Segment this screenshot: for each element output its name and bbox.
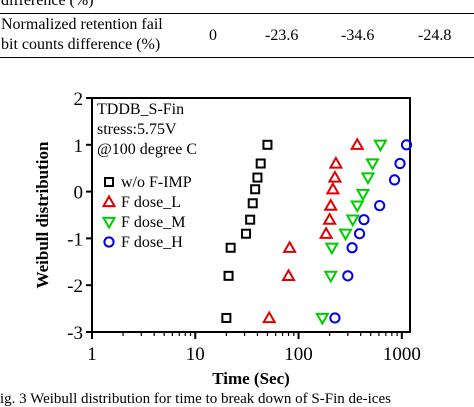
chart-annotation: stress:5.75V [97,121,177,138]
data-point [262,139,273,150]
data-point [323,198,338,211]
data-point [373,139,388,153]
row2-label-line2: bit counts difference (%) [1,36,161,53]
data-point [353,228,366,240]
data-point [374,200,386,212]
data-point [281,268,296,281]
data-point [245,214,256,225]
x-tick-label: 1 [87,344,97,365]
legend-marker [104,177,114,187]
y-tick-label: -2 [67,276,83,297]
legend-label: w/o F-IMP [121,174,192,191]
x-tick-label: 1000 [383,344,421,365]
data-point [350,137,365,150]
legend-label: F dose_L [121,194,181,211]
y-tick-label: 2 [74,89,84,110]
data-point [261,310,277,324]
data-point [394,157,406,170]
data-point [223,270,234,281]
data-point [345,214,360,228]
data-point [358,214,370,226]
figure-caption: ig. 3 Weibull distribution for time to b… [0,391,391,407]
plot-frame [91,97,411,333]
table-bottom-rule [0,57,474,58]
y-axis-title: Weibull distribution [33,141,52,288]
data-point [282,240,297,253]
data-point [338,228,353,242]
chart-annotation: TDDB_S-Fin [97,101,184,118]
data-point [315,312,330,326]
data-point [328,156,344,169]
row2-value-1: 0 [209,27,217,44]
data-point [324,242,340,256]
y-tick-label: -1 [67,229,83,250]
data-point [329,312,341,324]
data-point [252,172,263,183]
chart-annotation: @100 degree C [97,141,197,158]
data-point [360,172,376,186]
x-axis-title: Time (Sec) [212,369,290,388]
legend-marker [103,236,115,248]
data-point [318,226,334,239]
data-point [255,158,266,169]
data-point [400,139,413,151]
legend-marker [101,194,117,208]
legend-marker [101,216,117,230]
row1-label: difference (%) [1,0,94,9]
data-point [342,270,354,282]
data-point [241,228,252,239]
legend-label: F dose_H [121,234,183,251]
y-tick-label: 1 [74,136,84,157]
data-point [250,184,261,195]
y-tick-label: -3 [67,323,83,344]
data-point [247,198,258,209]
data-point [323,270,338,284]
data-point [355,188,371,202]
row2-value-4: -24.8 [418,27,452,44]
row2-label-line1: Normalized retention fail [1,16,163,33]
data-point [350,200,365,214]
x-tick-label: 10 [186,344,205,365]
x-tick-label: 100 [284,344,313,365]
legend-label: F dose_M [121,214,185,231]
row2-value-3: -34.6 [341,27,375,44]
data-point [322,212,337,225]
data-point [221,312,232,323]
data-point [388,174,401,186]
table-row-divider [0,13,474,14]
y-tick-label: 0 [74,183,84,204]
data-point [346,242,358,254]
weibull-chart: -3 -2 -1 0 1 2 1 10 100 1000 Time (Sec) Weibull dis… [33,89,421,388]
data-point [325,181,341,195]
data-point [327,170,343,183]
data-point [225,242,236,253]
data-point [365,158,380,172]
data-table: difference (%) Normalized retention fail… [0,0,474,66]
row2-value-2: -23.6 [265,27,299,44]
